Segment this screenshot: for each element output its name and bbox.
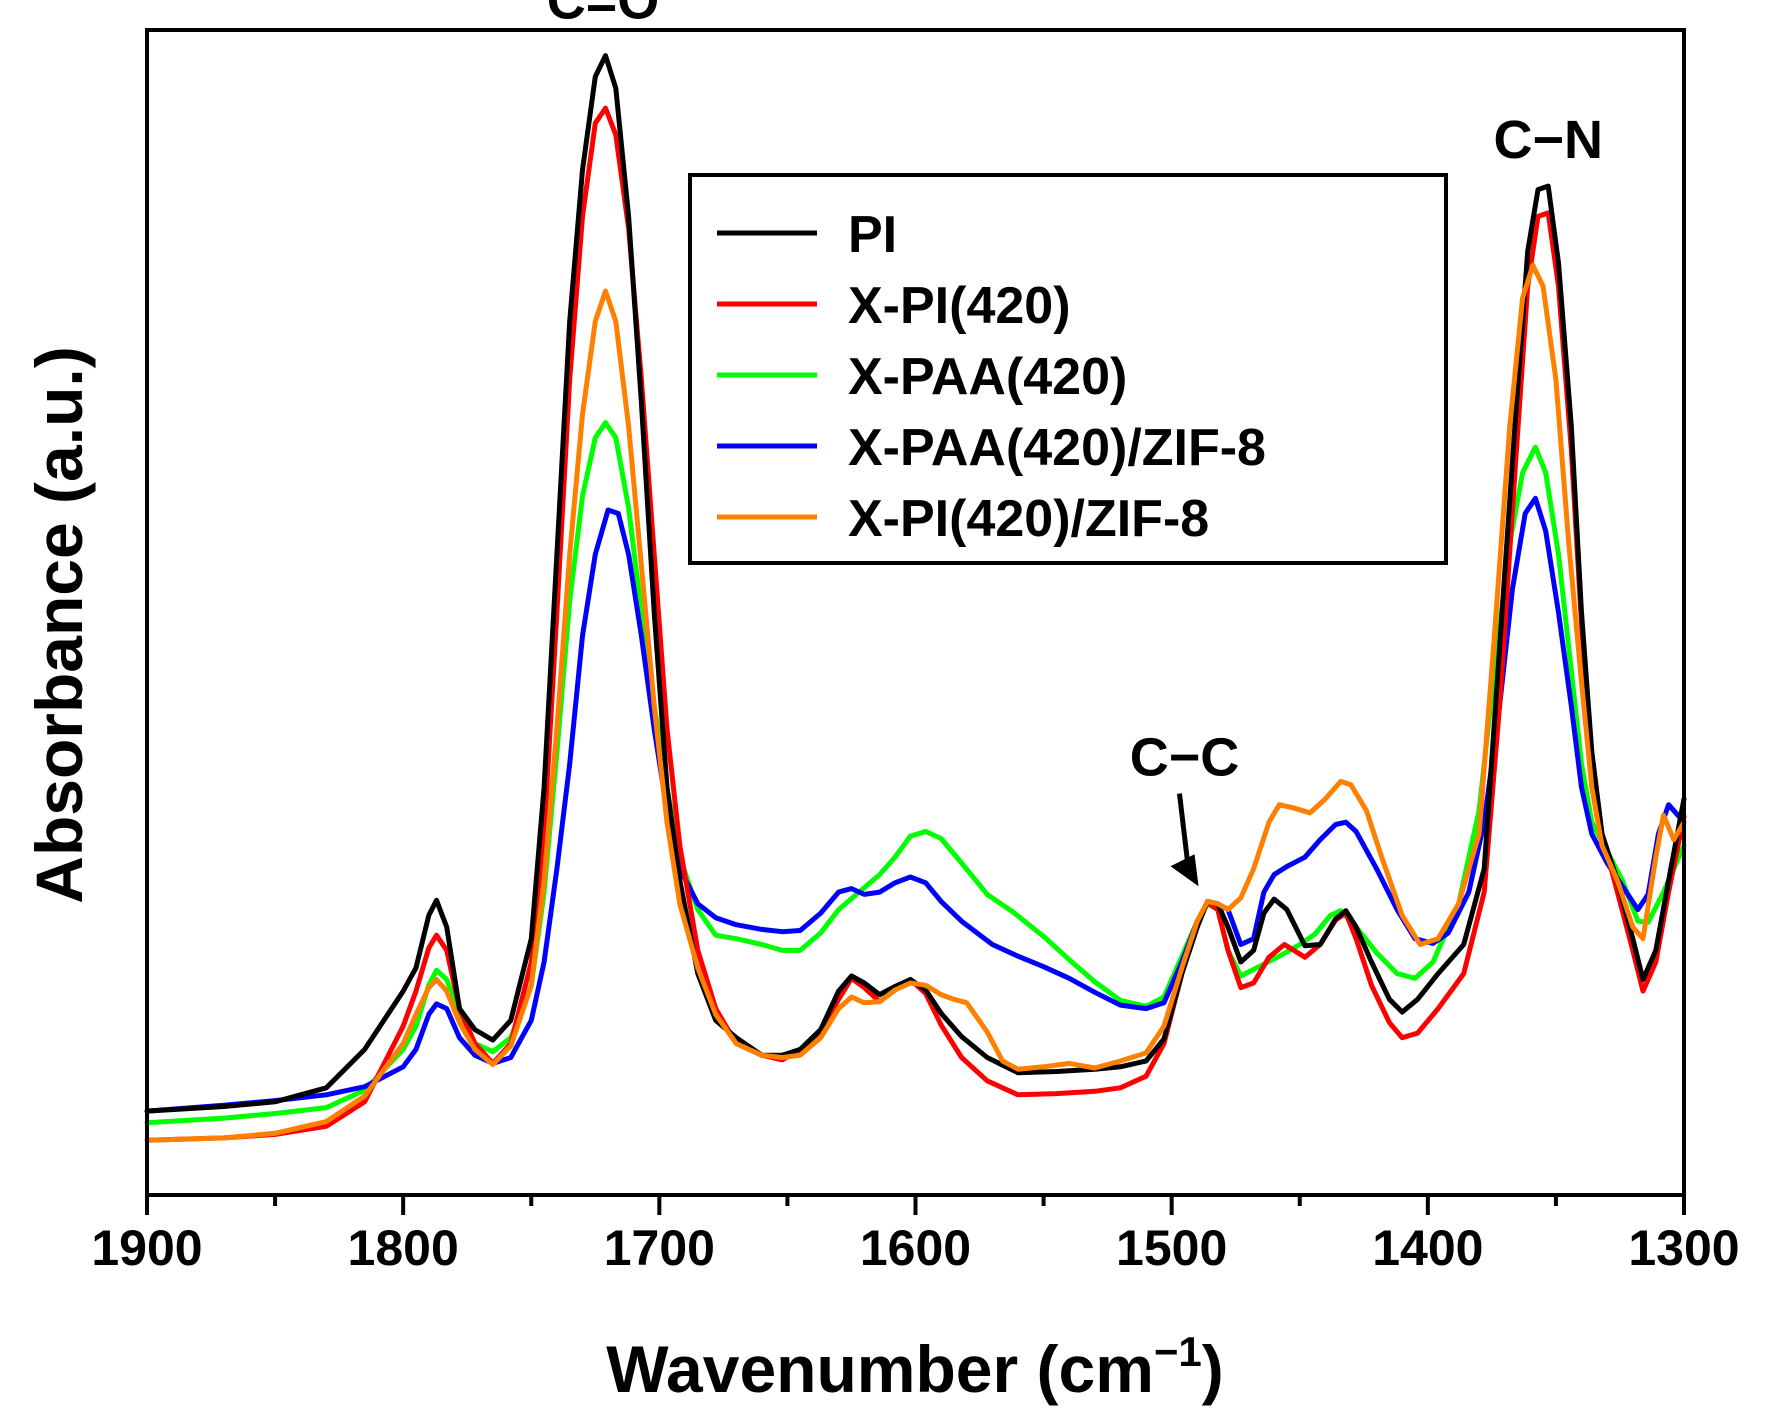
x-tick-label: 1700: [604, 1220, 715, 1276]
legend-label: X-PAA(420)/ZIF-8: [848, 419, 1266, 477]
peak-annotation: C−N: [1493, 110, 1603, 170]
x-axis-title: Wavenumber (cm−1): [606, 1328, 1224, 1406]
x-axis-title-main: Wavenumber (cm: [606, 1332, 1154, 1406]
legend-label: X-PI(420)/ZIF-8: [848, 490, 1209, 548]
x-axis-ticks: 1900 1800 1700 1600 1500 1400 1300: [91, 1195, 1740, 1276]
series-line-x-pi-420: [144, 105, 1687, 1143]
legend-label: X-PAA(420): [848, 348, 1127, 406]
legend: PI X-PI(420) X-PAA(420) X-PAA(420)/ZIF-8 X-P…: [688, 173, 1448, 565]
annotation-layer: C=O C−N C−C: [547, 0, 1603, 887]
x-tick-label: 1400: [1372, 1220, 1483, 1276]
legend-label: X-PI(420): [848, 277, 1071, 335]
series-line-pi: [144, 53, 1687, 1114]
y-axis-title: Absorbance (a.u.): [22, 346, 96, 903]
annotation-arrow-shaft: [1176, 793, 1192, 871]
legend-items: PI X-PI(420) X-PAA(420) X-PAA(420)/ZIF-8 X-P…: [717, 206, 1266, 548]
peak-annotation: C−C: [1130, 728, 1240, 788]
x-axis-title-superscript: −1: [1154, 1328, 1202, 1375]
x-tick-label: 1600: [860, 1220, 971, 1276]
x-axis-title-close: ): [1202, 1332, 1224, 1406]
x-tick-label: 1900: [91, 1220, 202, 1276]
series-layer: [144, 53, 1687, 1143]
x-tick-label: 1500: [1116, 1220, 1227, 1276]
series-line-x-pi-420-zif-8: [144, 262, 1687, 1143]
legend-label: PI: [848, 206, 897, 264]
peak-annotation: C=O: [547, 0, 660, 30]
annotation-arrow-head: [1170, 854, 1199, 887]
x-tick-label: 1800: [348, 1220, 459, 1276]
legend-box: [688, 173, 1448, 565]
x-tick-label: 1300: [1628, 1220, 1739, 1276]
